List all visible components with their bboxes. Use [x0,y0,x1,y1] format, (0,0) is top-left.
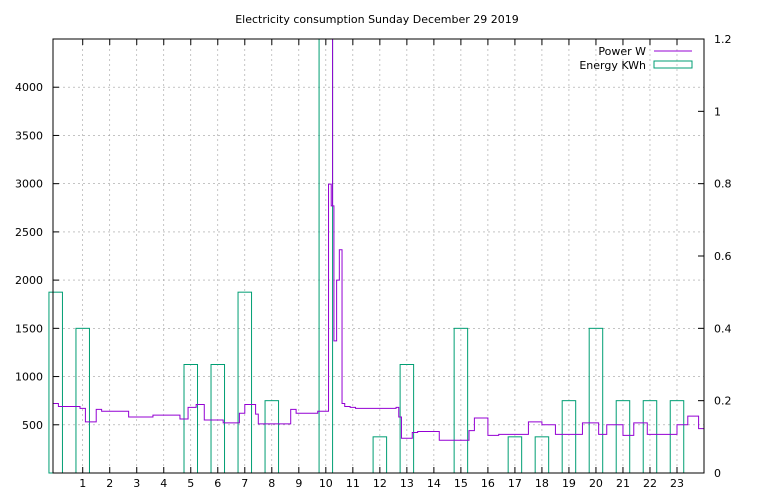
y-tick-label: 3500 [15,129,43,142]
x-tick-label: 14 [427,477,441,490]
energy-box [669,400,685,474]
x-tick-label: 23 [670,477,684,490]
x-tick-label: 22 [643,477,657,490]
power-step-line [53,183,704,441]
x-tick-label: 10 [319,477,333,490]
x-tick-label: 7 [241,477,248,490]
legend-label-power: Power W [598,45,646,58]
legend: Power W Energy KWh [579,45,693,72]
energy-box [48,291,63,474]
legend-label-energy: Energy KWh [579,59,646,72]
x-tick-label: 13 [400,477,414,490]
x-tick-label: 8 [268,477,275,490]
energy-box [615,400,631,474]
x-tick-label: 5 [187,477,194,490]
y-tick-label: 2500 [15,226,43,239]
x-tick-label: 17 [508,477,522,490]
y2-tick-label: 0.4 [714,322,732,335]
y-axis-ticks: 500 1000 1500 2000 2500 3000 3500 4000 [15,81,59,432]
y2-tick-label: 0 [714,467,721,480]
x-tick-label: 16 [481,477,495,490]
power-line [53,39,704,441]
energy-box [264,400,280,474]
y2-tick-label: 0.6 [714,250,732,263]
y-tick-label: 2000 [15,274,43,287]
x-tick-label: 21 [616,477,630,490]
y2-tick-label: 1.2 [714,33,732,46]
y-tick-label: 4000 [15,81,43,94]
energy-box [642,400,658,474]
x-tick-label: 1 [79,477,86,490]
y2-tick-label: 0.8 [714,178,732,191]
y2-axis-ticks: 0 0.2 0.4 0.6 0.8 1 1.2 [698,33,732,480]
y-tick-label: 3000 [15,178,43,191]
x-tick-label: 2 [106,477,113,490]
y-tick-label: 1000 [15,371,43,384]
x-tick-label: 11 [346,477,360,490]
y-tick-label: 500 [22,419,43,432]
x-tick-label: 15 [454,477,468,490]
y-tick-label: 1500 [15,322,43,335]
x-tick-label: 19 [562,477,576,490]
x-tick-label: 6 [214,477,221,490]
x-tick-label: 20 [589,477,603,490]
x-tick-label: 12 [373,477,387,490]
x-tick-label: 3 [133,477,140,490]
chart-title: Electricity consumption Sunday December … [235,13,519,26]
x-tick-label: 9 [295,477,302,490]
legend-sample-energy [653,60,693,69]
x-tick-label: 4 [160,477,167,490]
x-tick-label: 18 [535,477,549,490]
x-axis-ticks: 1 2 3 4 5 6 7 8 9 10 11 12 13 14 15 16 17 18 19 20 21 22 23 [79,39,684,490]
energy-box [561,400,577,474]
y2-tick-label: 1 [714,105,721,118]
y2-tick-label: 0.2 [714,395,732,408]
